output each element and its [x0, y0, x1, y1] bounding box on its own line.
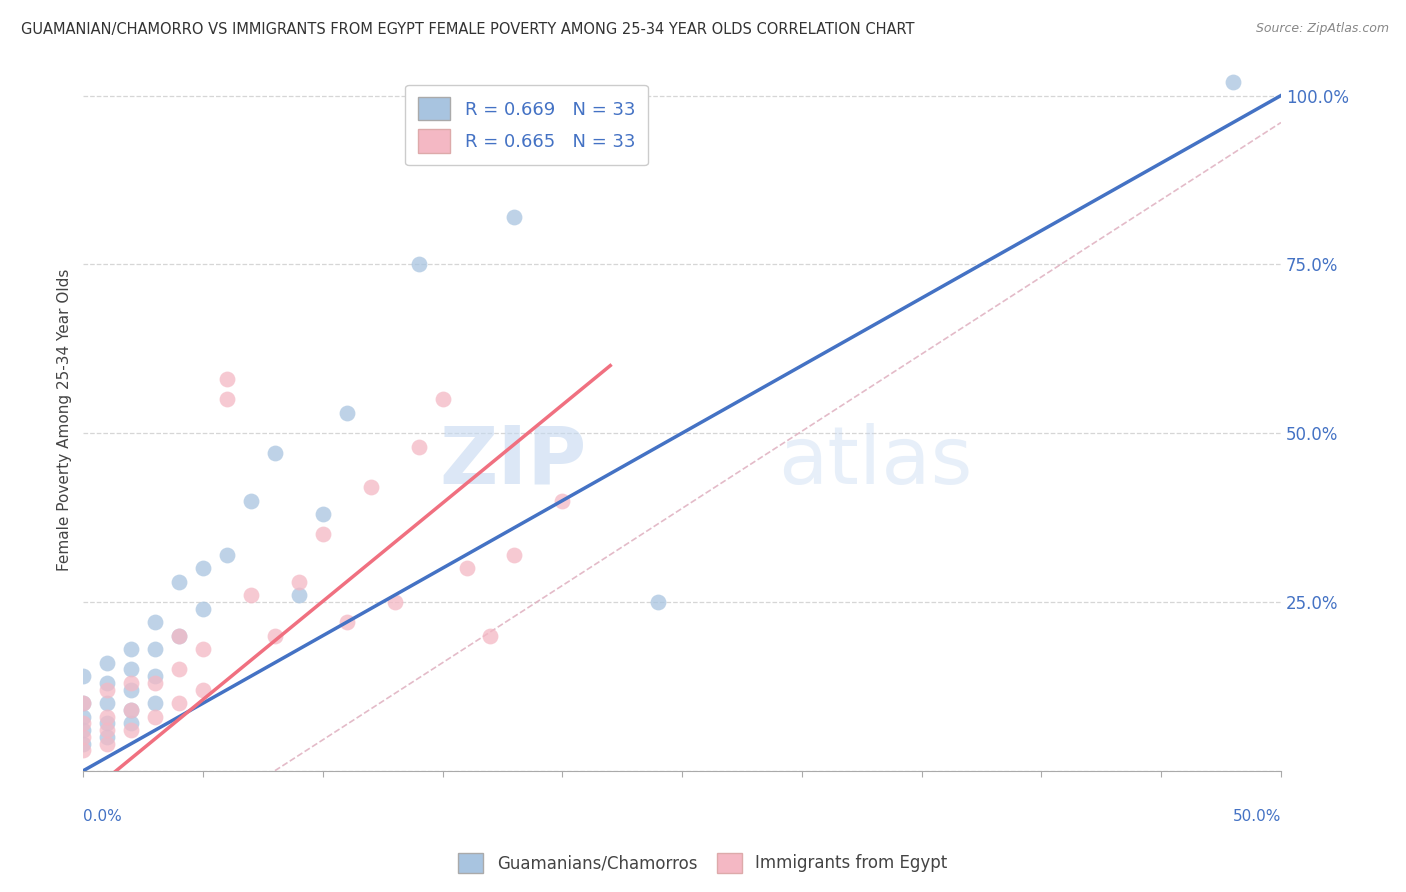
Point — [288, 588, 311, 602]
Point — [72, 696, 94, 710]
Point — [264, 446, 287, 460]
Point — [96, 716, 118, 731]
Text: Source: ZipAtlas.com: Source: ZipAtlas.com — [1256, 22, 1389, 36]
Point — [167, 629, 190, 643]
Point — [215, 548, 238, 562]
Point — [120, 676, 142, 690]
Point — [72, 709, 94, 723]
Point — [167, 629, 190, 643]
Point — [479, 629, 502, 643]
Point — [143, 669, 166, 683]
Point — [120, 716, 142, 731]
Text: 50.0%: 50.0% — [1233, 809, 1281, 824]
Point — [120, 703, 142, 717]
Point — [72, 669, 94, 683]
Point — [503, 210, 526, 224]
Point — [96, 709, 118, 723]
Point — [191, 642, 214, 657]
Point — [143, 696, 166, 710]
Point — [1222, 75, 1244, 89]
Point — [239, 588, 262, 602]
Point — [191, 682, 214, 697]
Point — [191, 601, 214, 615]
Point — [143, 676, 166, 690]
Point — [288, 574, 311, 589]
Point — [336, 406, 359, 420]
Point — [72, 723, 94, 738]
Point — [120, 662, 142, 676]
Point — [96, 676, 118, 690]
Point — [384, 595, 406, 609]
Point — [408, 440, 430, 454]
Point — [143, 642, 166, 657]
Text: 0.0%: 0.0% — [83, 809, 122, 824]
Point — [167, 696, 190, 710]
Point — [503, 548, 526, 562]
Point — [120, 723, 142, 738]
Point — [72, 743, 94, 757]
Point — [167, 662, 190, 676]
Text: GUAMANIAN/CHAMORRO VS IMMIGRANTS FROM EGYPT FEMALE POVERTY AMONG 25-34 YEAR OLDS: GUAMANIAN/CHAMORRO VS IMMIGRANTS FROM EG… — [21, 22, 914, 37]
Point — [167, 574, 190, 589]
Point — [215, 392, 238, 407]
Point — [72, 730, 94, 744]
Point — [456, 561, 478, 575]
Point — [96, 682, 118, 697]
Point — [432, 392, 454, 407]
Point — [191, 561, 214, 575]
Point — [120, 682, 142, 697]
Point — [96, 723, 118, 738]
Legend: Guamanians/Chamorros, Immigrants from Egypt: Guamanians/Chamorros, Immigrants from Eg… — [451, 847, 955, 880]
Point — [120, 703, 142, 717]
Point — [143, 615, 166, 629]
Point — [312, 527, 335, 541]
Point — [96, 696, 118, 710]
Point — [264, 629, 287, 643]
Point — [72, 737, 94, 751]
Point — [215, 372, 238, 386]
Point — [72, 716, 94, 731]
Legend: R = 0.669   N = 33, R = 0.665   N = 33: R = 0.669 N = 33, R = 0.665 N = 33 — [405, 85, 648, 165]
Point — [336, 615, 359, 629]
Point — [96, 737, 118, 751]
Point — [408, 257, 430, 271]
Point — [551, 493, 574, 508]
Point — [96, 730, 118, 744]
Point — [96, 656, 118, 670]
Point — [72, 696, 94, 710]
Y-axis label: Female Poverty Among 25-34 Year Olds: Female Poverty Among 25-34 Year Olds — [58, 268, 72, 571]
Text: atlas: atlas — [778, 423, 973, 500]
Point — [360, 480, 382, 494]
Point — [312, 507, 335, 521]
Point — [120, 642, 142, 657]
Point — [239, 493, 262, 508]
Point — [647, 595, 669, 609]
Text: ZIP: ZIP — [439, 423, 586, 500]
Point — [143, 709, 166, 723]
